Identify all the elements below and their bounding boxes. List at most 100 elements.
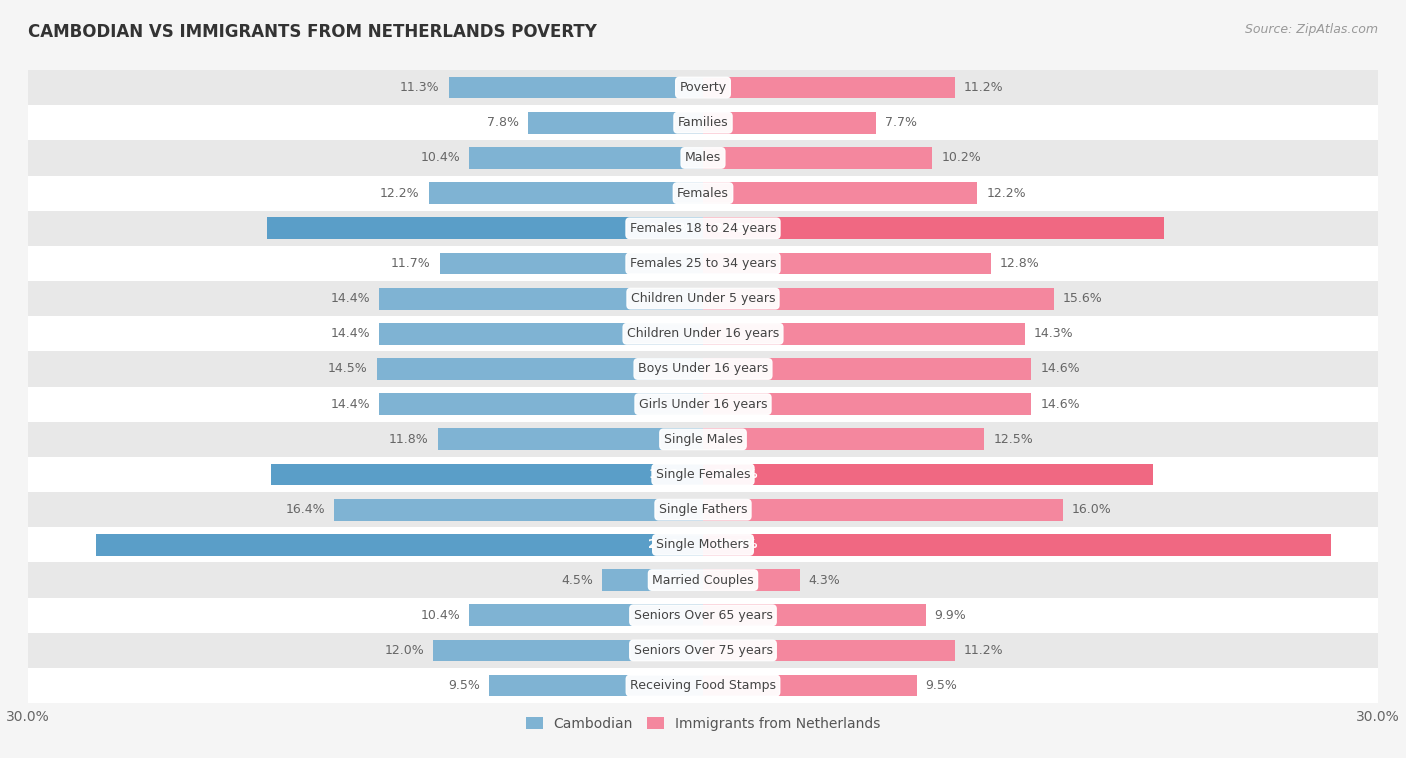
Text: 7.8%: 7.8%: [486, 116, 519, 130]
Bar: [703, 182, 977, 204]
Text: 19.4%: 19.4%: [648, 222, 692, 235]
Text: 12.2%: 12.2%: [380, 186, 419, 199]
Text: 14.5%: 14.5%: [328, 362, 368, 375]
Bar: [703, 393, 1032, 415]
Text: 10.4%: 10.4%: [420, 152, 460, 164]
Bar: [703, 252, 991, 274]
Text: 4.5%: 4.5%: [561, 574, 593, 587]
Bar: [0, 211, 1406, 246]
Bar: [267, 218, 703, 240]
Bar: [470, 604, 703, 626]
Bar: [380, 323, 703, 345]
Bar: [0, 316, 1406, 352]
Bar: [0, 387, 1406, 421]
Text: Children Under 16 years: Children Under 16 years: [627, 327, 779, 340]
Text: 11.2%: 11.2%: [965, 81, 1004, 94]
Bar: [380, 288, 703, 309]
Text: 19.2%: 19.2%: [648, 468, 692, 481]
Bar: [0, 281, 1406, 316]
Bar: [433, 640, 703, 661]
Bar: [602, 569, 703, 591]
Bar: [703, 77, 955, 99]
Bar: [449, 77, 703, 99]
Text: Source: ZipAtlas.com: Source: ZipAtlas.com: [1244, 23, 1378, 36]
Text: 11.2%: 11.2%: [965, 644, 1004, 657]
Text: Single Fathers: Single Fathers: [659, 503, 747, 516]
Bar: [703, 604, 925, 626]
Text: Single Males: Single Males: [664, 433, 742, 446]
Bar: [0, 246, 1406, 281]
Bar: [429, 182, 703, 204]
Bar: [703, 147, 932, 169]
Bar: [703, 640, 955, 661]
Text: 16.0%: 16.0%: [1071, 503, 1112, 516]
Bar: [703, 218, 1164, 240]
Bar: [703, 358, 1032, 380]
Text: Single Mothers: Single Mothers: [657, 538, 749, 551]
Bar: [470, 147, 703, 169]
Bar: [703, 288, 1054, 309]
Text: Females: Females: [678, 186, 728, 199]
Text: Girls Under 16 years: Girls Under 16 years: [638, 398, 768, 411]
Bar: [380, 393, 703, 415]
Text: Children Under 5 years: Children Under 5 years: [631, 292, 775, 305]
Text: 9.9%: 9.9%: [935, 609, 966, 622]
Text: 11.8%: 11.8%: [389, 433, 429, 446]
Text: 20.5%: 20.5%: [714, 222, 758, 235]
Bar: [440, 252, 703, 274]
Text: 12.0%: 12.0%: [384, 644, 425, 657]
Bar: [489, 675, 703, 697]
Bar: [0, 176, 1406, 211]
Text: 14.6%: 14.6%: [1040, 398, 1080, 411]
Text: 12.8%: 12.8%: [1000, 257, 1039, 270]
Text: Females 25 to 34 years: Females 25 to 34 years: [630, 257, 776, 270]
Bar: [703, 675, 917, 697]
Bar: [0, 70, 1406, 105]
Text: 9.5%: 9.5%: [449, 679, 481, 692]
Bar: [0, 492, 1406, 528]
Text: 27.0%: 27.0%: [648, 538, 692, 551]
Text: Seniors Over 65 years: Seniors Over 65 years: [634, 609, 772, 622]
Text: 7.7%: 7.7%: [886, 116, 917, 130]
Bar: [703, 428, 984, 450]
Text: 20.0%: 20.0%: [714, 468, 758, 481]
Text: Poverty: Poverty: [679, 81, 727, 94]
Text: Married Couples: Married Couples: [652, 574, 754, 587]
Text: Families: Families: [678, 116, 728, 130]
Text: 14.4%: 14.4%: [330, 327, 370, 340]
Text: 14.4%: 14.4%: [330, 292, 370, 305]
Text: 12.5%: 12.5%: [993, 433, 1033, 446]
Bar: [0, 528, 1406, 562]
Text: Single Females: Single Females: [655, 468, 751, 481]
Bar: [703, 534, 1330, 556]
Text: 14.4%: 14.4%: [330, 398, 370, 411]
Bar: [0, 352, 1406, 387]
Bar: [0, 105, 1406, 140]
Text: 4.3%: 4.3%: [808, 574, 841, 587]
Text: 11.7%: 11.7%: [391, 257, 430, 270]
Text: Seniors Over 75 years: Seniors Over 75 years: [634, 644, 772, 657]
Text: 27.9%: 27.9%: [714, 538, 758, 551]
Bar: [437, 428, 703, 450]
Bar: [96, 534, 703, 556]
Legend: Cambodian, Immigrants from Netherlands: Cambodian, Immigrants from Netherlands: [520, 711, 886, 736]
Text: Receiving Food Stamps: Receiving Food Stamps: [630, 679, 776, 692]
Text: 10.2%: 10.2%: [942, 152, 981, 164]
Text: CAMBODIAN VS IMMIGRANTS FROM NETHERLANDS POVERTY: CAMBODIAN VS IMMIGRANTS FROM NETHERLANDS…: [28, 23, 598, 41]
Text: 12.2%: 12.2%: [987, 186, 1026, 199]
Bar: [335, 499, 703, 521]
Bar: [0, 457, 1406, 492]
Bar: [0, 597, 1406, 633]
Text: 15.6%: 15.6%: [1063, 292, 1102, 305]
Text: Boys Under 16 years: Boys Under 16 years: [638, 362, 768, 375]
Bar: [703, 112, 876, 133]
Bar: [527, 112, 703, 133]
Bar: [703, 569, 800, 591]
Bar: [0, 421, 1406, 457]
Text: Males: Males: [685, 152, 721, 164]
Bar: [703, 499, 1063, 521]
Text: 16.4%: 16.4%: [285, 503, 325, 516]
Bar: [703, 323, 1025, 345]
Bar: [377, 358, 703, 380]
Bar: [271, 464, 703, 485]
